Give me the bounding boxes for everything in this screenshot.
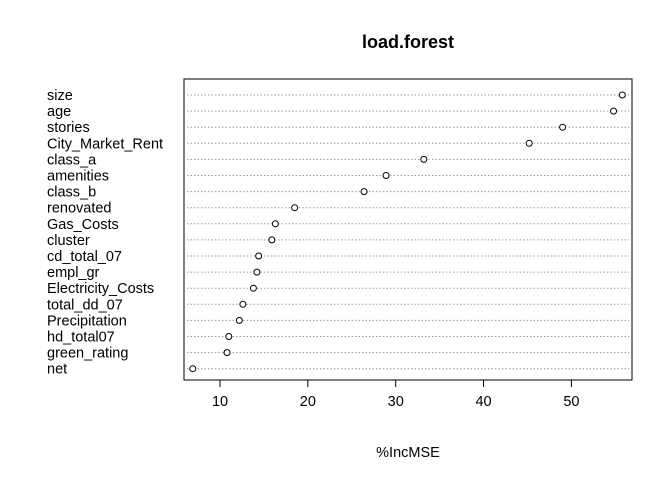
data-point (239, 300, 247, 308)
x-tick-label: 10 (212, 394, 228, 410)
data-point (268, 236, 276, 244)
category-label: net (47, 362, 67, 378)
data-point (253, 268, 261, 276)
category-label: total_dd_07 (47, 297, 123, 313)
category-label: Precipitation (47, 313, 127, 329)
category-label: class_a (47, 152, 97, 168)
x-tick-label: 30 (388, 394, 404, 410)
data-point (618, 91, 626, 99)
chart-title: load.forest (362, 32, 454, 52)
data-point (255, 252, 263, 260)
category-label: cd_total_07 (47, 249, 122, 265)
x-tick-label: 50 (563, 394, 579, 410)
category-label: renovated (47, 201, 112, 217)
data-point (525, 139, 533, 147)
data-point (249, 284, 257, 292)
data-point (382, 172, 390, 179)
plot-area-frame (183, 78, 633, 381)
data-point (223, 349, 231, 357)
category-label: hd_total07 (47, 330, 115, 346)
category-label: stories (47, 120, 90, 136)
data-point (189, 365, 197, 373)
data-point (271, 220, 279, 228)
category-label: green_rating (47, 346, 128, 362)
data-point (360, 188, 368, 196)
category-label: size (47, 88, 73, 104)
data-point (235, 316, 243, 324)
category-label: cluster (47, 233, 90, 249)
category-label: empl_gr (47, 265, 100, 281)
category-label: City_Market_Rent (47, 136, 163, 152)
category-label: age (47, 104, 71, 120)
category-label: amenities (47, 169, 109, 185)
x-axis-label: %IncMSE (376, 445, 440, 461)
data-point (559, 123, 567, 131)
data-point (225, 333, 233, 340)
data-point (291, 204, 299, 212)
category-label: class_b (47, 185, 96, 201)
data-point (420, 155, 428, 163)
category-label: Electricity_Costs (47, 281, 154, 297)
x-tick-label: 40 (475, 394, 491, 410)
x-tick-label: 20 (300, 394, 316, 410)
category-label: Gas_Costs (47, 217, 119, 233)
data-point (610, 107, 618, 115)
